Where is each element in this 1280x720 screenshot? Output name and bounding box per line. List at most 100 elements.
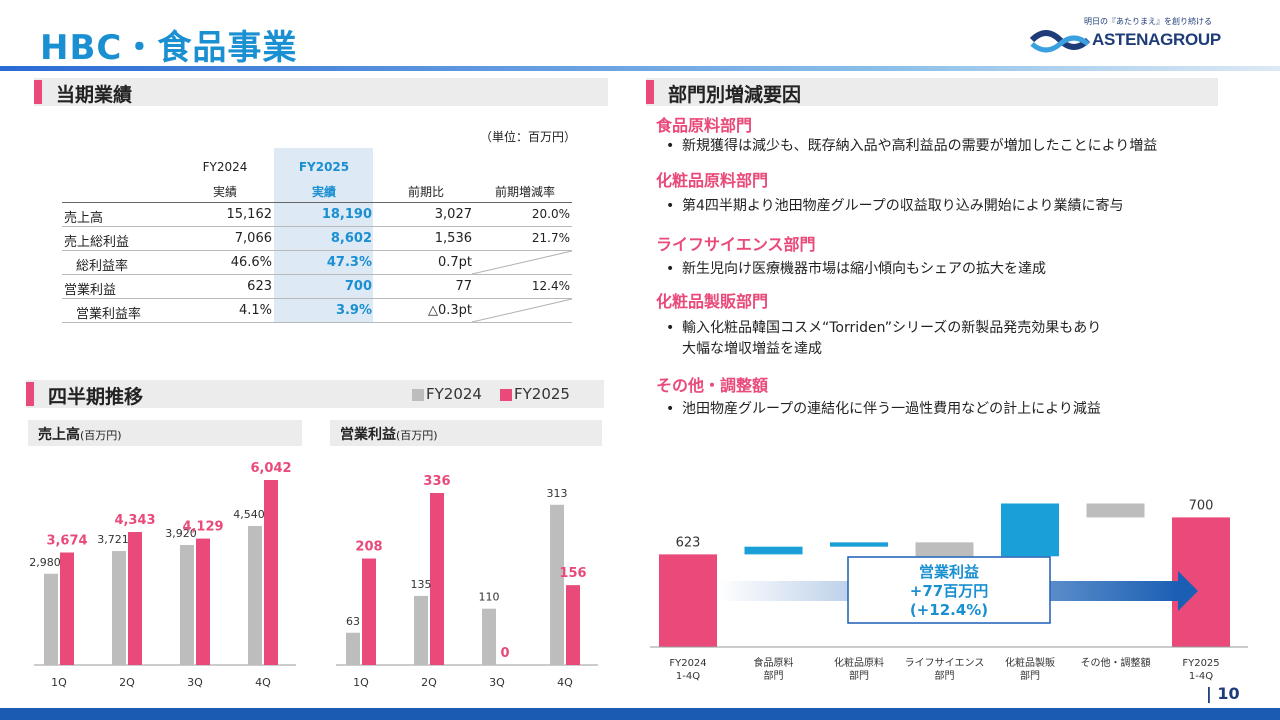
data-label-fy2024: 110 — [479, 591, 500, 604]
op-profit-quarterly-chart: 63 208 1Q 135 336 2Q 110 0 3Q 313 156 4Q — [336, 474, 598, 689]
factor-heading: 食品原料部門 — [656, 116, 753, 135]
factor-text: 輸入化粧品韓国コスメ“Torriden”シリーズの新製品発売効果もあり — [682, 320, 1102, 336]
table-row: 売上高 15,162 18,190 3,027 20.0% — [62, 203, 572, 227]
x-tick-label: 4Q — [255, 676, 271, 689]
factor-heading: ライフサイエンス部門 — [656, 235, 816, 254]
data-label-fy2024: 3,920 — [165, 527, 197, 540]
section-marker — [646, 80, 654, 104]
factor-bullet: • 第4四半期より池田物産グループの収益取り込み開始により業績に寄与 — [666, 198, 1124, 214]
bar-start — [659, 554, 717, 647]
annotation-rate: (+12.4%) — [910, 601, 988, 619]
data-label-fy2025: 156 — [559, 566, 586, 581]
row-label: 売上総利益 — [64, 235, 130, 250]
x-tick-label: 1Q — [51, 676, 67, 689]
bar-step — [830, 542, 888, 547]
bar-fy2024 — [346, 632, 360, 665]
table-header-rule — [62, 202, 572, 203]
legend-label-fy2025: FY2025 — [514, 385, 570, 403]
cell-fy2025: 3.9% — [335, 303, 372, 318]
bar-step — [744, 546, 803, 555]
company-logo: 明日の『あたりまえ』を創り続ける ASTENAGROUP — [1030, 14, 1250, 58]
section-title: 四半期推移 — [48, 386, 144, 408]
chart-title-op-profit: 営業利益 — [340, 427, 396, 443]
header-yoy-rate: 前期増減率 — [494, 185, 555, 199]
cell-yoy: 0.7pt — [437, 255, 472, 270]
x-tick-label: 1Q — [353, 676, 369, 689]
cell-fy2024: 7,066 — [234, 231, 272, 246]
table-row: 営業利益率 4.1% 3.9% △0.3pt — [62, 299, 572, 323]
chart-header-sales: 売上高(百万円) — [28, 420, 302, 446]
chart-unit-op-profit: (百万円) — [396, 429, 438, 442]
data-label-fy2024: 135 — [411, 578, 432, 591]
chart-title-sales: 売上高 — [38, 427, 80, 443]
x-tick-label: 2Q — [421, 676, 437, 689]
op-profit-waterfall-chart: 623 700 営業利益+77百万円(+12.4%) FY2024 1-4Q 食品原料部門… — [650, 498, 1248, 682]
factor-text: 新生児向け医療機器市場は縮小傾向もシェアの拡大を達成 — [682, 261, 1046, 277]
cell-yoy: 1,536 — [434, 231, 472, 246]
trend-arrow-head — [1178, 571, 1198, 611]
cell-rate: 21.7% — [531, 231, 570, 245]
x-tick-label: FY2024 — [669, 658, 706, 669]
unit-label: （単位：百万円） — [480, 130, 577, 144]
cell-fy2024: 623 — [247, 279, 272, 294]
cell-rate: 12.4% — [531, 279, 570, 293]
chart-unit-sales: (百万円) — [80, 429, 122, 442]
page-number: | 10 — [1206, 684, 1240, 703]
data-label-fy2025: 6,042 — [250, 461, 291, 476]
cell-rate-diagonal — [472, 251, 572, 274]
header-rule — [0, 66, 1280, 71]
bar-fy2024 — [550, 504, 564, 665]
annotation-title: 営業利益 — [919, 563, 979, 581]
x-tick-label: 3Q — [489, 676, 505, 689]
header-fy2024-year: FY2024 — [202, 160, 248, 174]
row-label: 総利益率 — [76, 259, 129, 274]
section-marker — [34, 80, 42, 104]
x-tick-label-line2: 1-4Q — [1189, 671, 1213, 682]
bar-fy2024 — [414, 595, 428, 665]
factor-text: 大幅な増収増益を達成 — [682, 341, 822, 357]
bar-fy2024 — [482, 608, 496, 665]
factor-bullet: • 新規獲得は減少も、既存納入品や高利益品の需要が増加したことにより増益 — [666, 138, 1158, 154]
cell-fy2025: 700 — [344, 279, 372, 294]
data-label-fy2025: 0 — [500, 646, 509, 661]
cell-fy2025: 8,602 — [330, 231, 372, 246]
factor-heading: その他・調整額 — [656, 376, 769, 395]
cell-yoy: 3,027 — [434, 207, 472, 222]
factor-bullet: • 輸入化粧品韓国コスメ“Torriden”シリーズの新製品発売効果もあり 大幅な増… — [666, 320, 1102, 357]
header-fy2025-year: FY2025 — [298, 160, 350, 174]
logo-wave-icon — [1030, 30, 1091, 53]
legend-label-fy2024: FY2024 — [426, 385, 482, 403]
bar-fy2024 — [44, 573, 58, 665]
data-label-end: 700 — [1189, 498, 1214, 513]
bar-fy2024 — [248, 525, 262, 665]
logo-tagline: 明日の『あたりまえ』を創り続ける — [1084, 17, 1212, 26]
x-tick-label-line2: 部門 — [935, 669, 955, 682]
data-label-fy2024: 2,980 — [29, 556, 61, 569]
legend-swatch-fy2024 — [412, 389, 424, 401]
chart-header-op-profit: 営業利益(百万円) — [330, 420, 602, 446]
bar-fy2025 — [362, 558, 376, 665]
data-label-fy2025: 4,343 — [114, 513, 155, 528]
x-tick-label: 化粧品原料 — [834, 656, 884, 669]
x-tick-label: FY2025 — [1182, 658, 1219, 669]
x-tick-label: 化粧品製販 — [1005, 656, 1055, 669]
row-label: 売上高 — [64, 211, 104, 226]
logo-name: ASTENAGROUP — [1092, 30, 1221, 49]
bar-fy2025 — [566, 585, 580, 665]
bar-fy2025 — [60, 552, 74, 665]
data-label-fy2025: 336 — [423, 474, 450, 489]
bar-fy2024 — [180, 544, 194, 665]
header-fy2025-label: 実績 — [311, 185, 336, 199]
footer-bar — [0, 708, 1280, 720]
row-label: 営業利益 — [64, 283, 117, 298]
x-tick-label: ライフサイエンス — [905, 657, 985, 669]
factor-heading: 化粧品製販部門 — [656, 292, 769, 311]
bar-fy2025 — [128, 532, 142, 665]
table-row: 営業利益 623 700 77 12.4% — [62, 275, 572, 299]
section-marker — [26, 382, 34, 406]
page-title: HBC・食品事業 — [40, 28, 298, 68]
factor-heading: 化粧品原料部門 — [656, 171, 769, 190]
fy2025-highlight-column — [274, 148, 373, 323]
row-label: 営業利益率 — [76, 307, 142, 322]
bar-fy2025 — [264, 480, 278, 665]
